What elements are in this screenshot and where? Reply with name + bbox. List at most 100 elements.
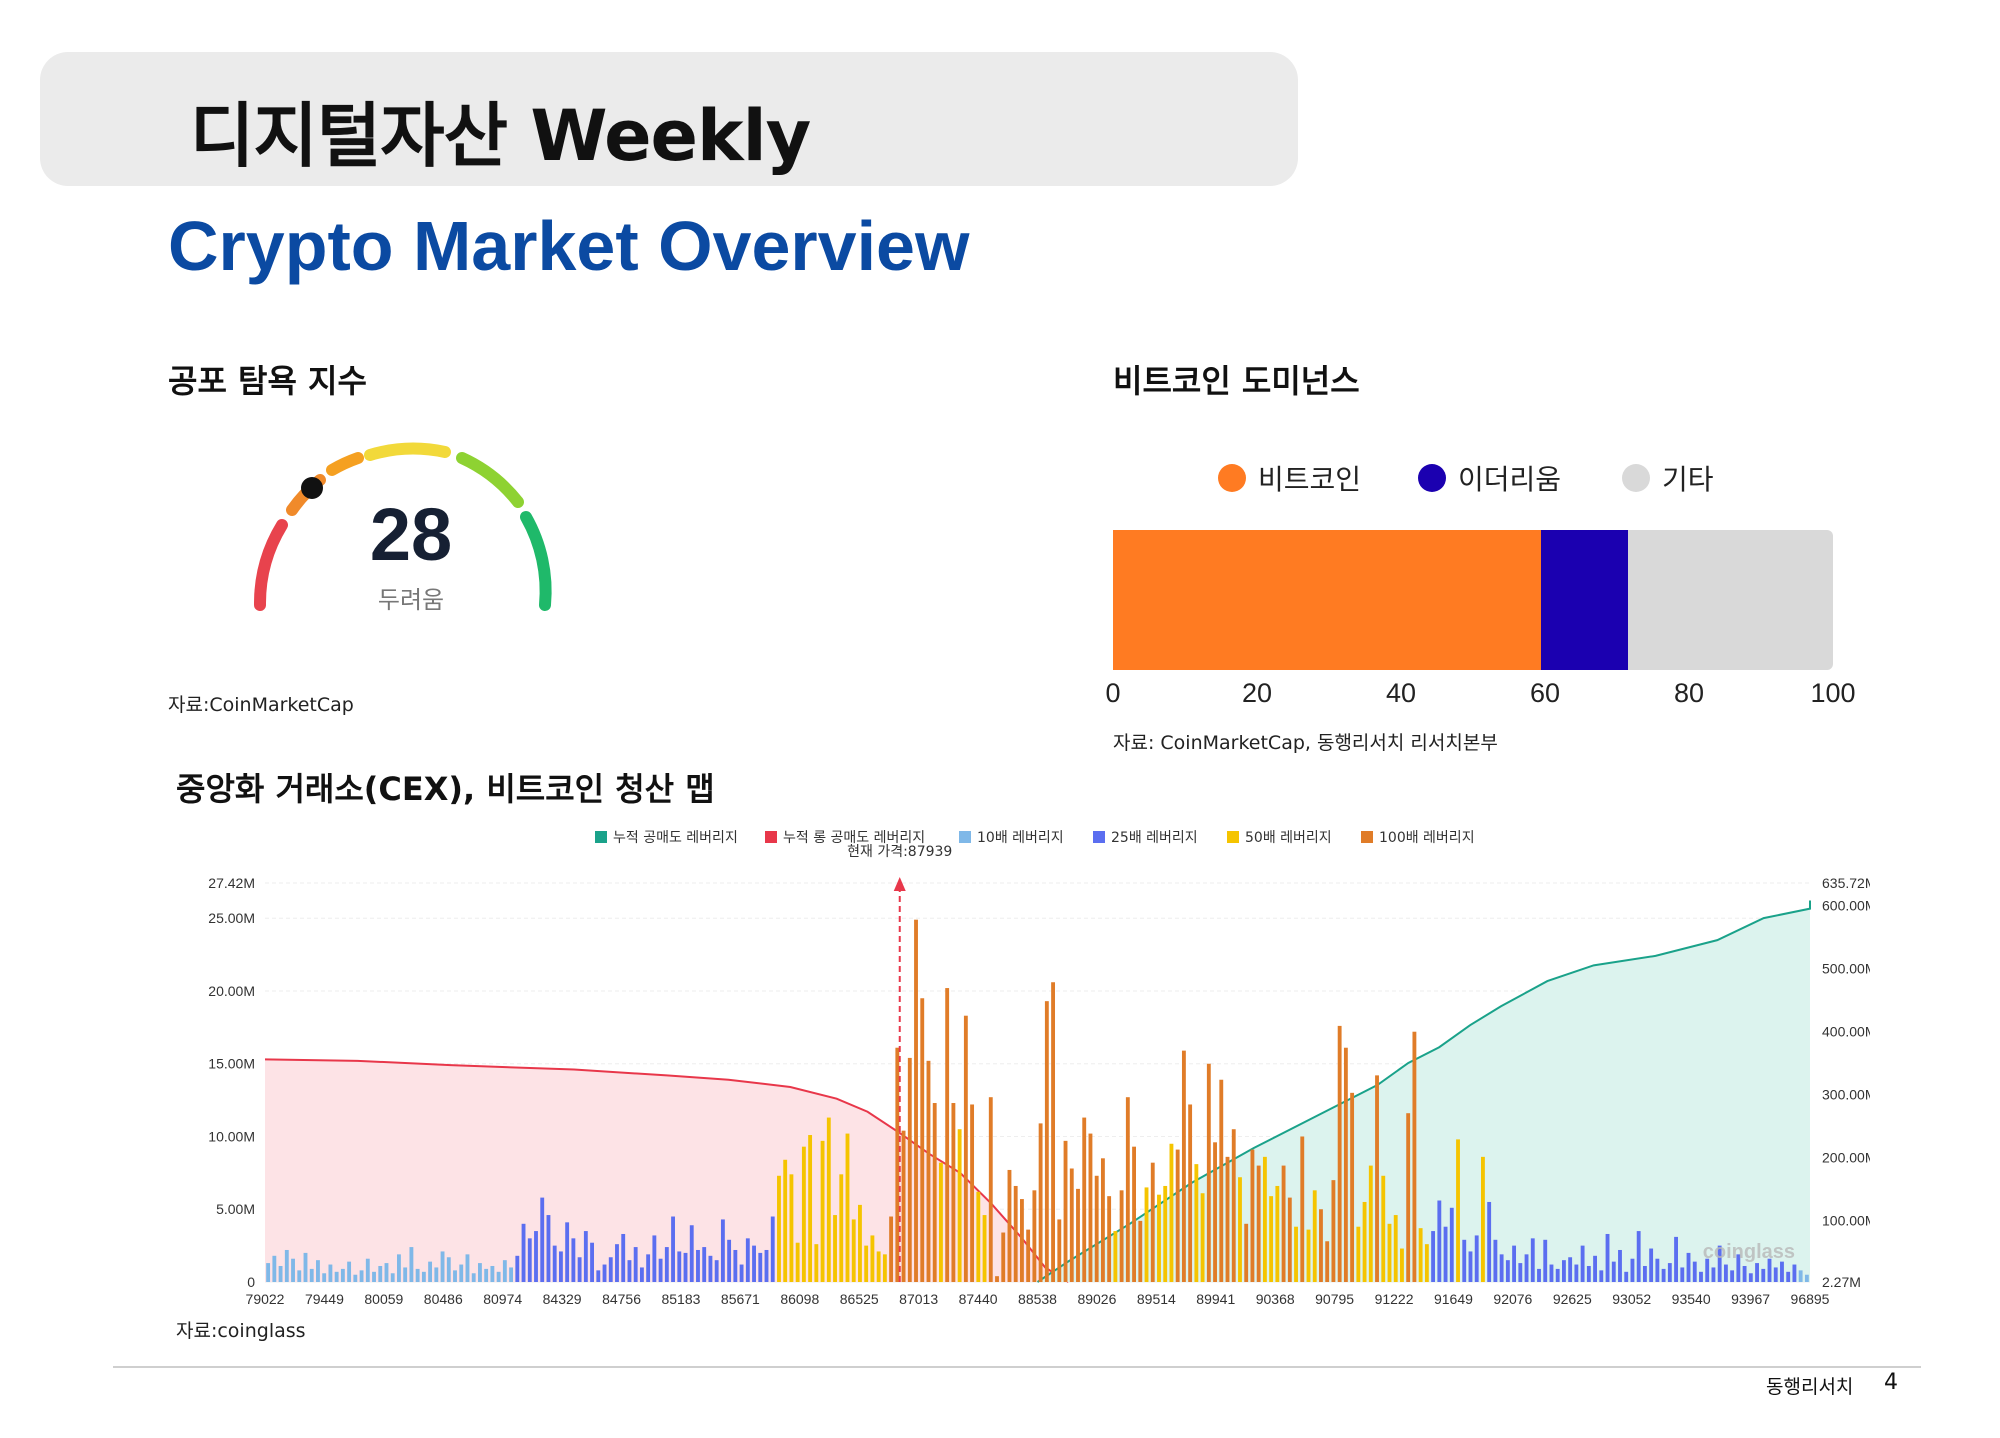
liquidation-bar [1518,1263,1523,1282]
liquidation-bar [1362,1201,1367,1282]
y-right-tick: 635.72M [1822,875,1870,891]
liquidation-bar [1312,1190,1317,1282]
liquidation-bar [1019,1199,1024,1282]
x-tick: 86098 [780,1291,819,1307]
liquidation-bar [340,1268,345,1282]
liquidation-bar [1343,1047,1348,1282]
liquidation-bar [1418,1228,1423,1282]
liquidation-bar [689,1225,694,1282]
gauge-seg-neutral [364,442,451,461]
liquidation-bar [266,1263,271,1282]
y-left-tick: 5.00M [216,1201,255,1217]
legend-swatch [959,831,971,843]
x-tick: 91649 [1434,1291,1473,1307]
liquidation-bar [1543,1239,1548,1282]
liquidation-bar [1505,1260,1510,1282]
legend-label: 100배 레버리지 [1379,830,1475,846]
liquidation-bar [1437,1200,1442,1282]
liquidation-bar [527,1238,532,1282]
liquidation-bar [552,1245,557,1282]
liquidation-bar [671,1216,675,1282]
liquidation-bar [882,1254,887,1282]
current-price-arrow [893,877,906,891]
liquidation-bar [297,1270,302,1282]
x-tick: 89941 [1196,1291,1235,1307]
liquidation-bar [1580,1245,1585,1282]
liquidation-bar [1007,1169,1012,1282]
liquidation-bar [851,1219,856,1282]
x-tick: 84329 [543,1291,582,1307]
gauge-seg-extreme-greed [520,511,552,611]
liquidation-bar [1537,1268,1541,1282]
liquidation-bar [1225,1156,1230,1282]
long-area [265,1059,1069,1282]
liquidation-bar [1798,1270,1803,1282]
dominance-title: 비트코인 도미넌스 [1113,362,1360,400]
liquidation-bar [1244,1223,1249,1282]
x-tick: 93540 [1672,1291,1711,1307]
liquidation-bar [995,1276,999,1282]
liquidation-bar [1287,1197,1292,1282]
liquidation-bar [1711,1267,1716,1282]
liquidation-bar [733,1249,738,1282]
liquidation-bar [577,1257,582,1282]
liquidation-bar [1674,1236,1678,1282]
legend-dot [1622,464,1650,492]
liquidation-bar [403,1267,408,1282]
liquidation-bar [814,1244,819,1282]
fear-greed-title: 공포 탐욕 지수 [168,362,367,400]
liquidation-bar [359,1270,364,1282]
liquidation-bar [963,1015,968,1282]
liquidation-bar [714,1260,719,1282]
liquidation-bar [677,1251,682,1282]
liquidation-bar [845,1133,850,1282]
liquidation-bar [1412,1031,1417,1282]
y-left-tick: 10.00M [208,1128,255,1144]
fear-greed-source: 자료:CoinMarketCap [168,694,354,716]
liquidation-bar [1568,1257,1573,1282]
fear-greed-value: 28 [369,493,453,576]
liquidation-bar [1605,1233,1610,1282]
liquidation-bar [334,1271,339,1282]
liquidation-bar [1393,1215,1398,1282]
liquidation-bar [502,1260,507,1282]
liquidation-bar [1786,1271,1791,1282]
liquidation-bar [1387,1223,1392,1282]
liquidation-bar [752,1245,756,1282]
liquidation-bar [1599,1270,1604,1282]
liquidation-bar [1213,1142,1217,1282]
gauge-seg-extreme-fear [253,519,288,611]
liquidation-bar [1804,1274,1809,1282]
dominance-legend-other: 기타 [1622,458,1714,498]
liquidation-bar [1561,1260,1566,1282]
liquidation-bar [1792,1264,1797,1282]
liquidation-bar [1767,1258,1772,1282]
liquidation-bar [1723,1264,1728,1282]
footer-divider [113,1366,1921,1368]
liquidation-bar [565,1222,570,1282]
dominance-bar [1113,530,1833,670]
liquidation-bar [1219,1079,1224,1282]
liquidation-bar [1618,1249,1622,1282]
liquidation-bar [976,1191,981,1282]
current-price-label: 현재 가격:87939 [847,844,952,860]
liquidation-bar [658,1258,663,1282]
liquidation-bar [1256,1165,1261,1282]
liquidation-bar [596,1270,601,1282]
fear-greed-label: 두려움 [377,586,445,614]
liquidation-bar [777,1175,781,1282]
x-tick: 86525 [840,1291,879,1307]
x-tick: 96895 [1791,1291,1830,1307]
y-right-tick: 400.00M [1822,1023,1870,1039]
footer-brand: 동행리서치 [1766,1376,1854,1398]
liquidation-bar [608,1257,613,1282]
liquidation-bar [1699,1271,1703,1282]
liquidation-bar [1549,1264,1554,1282]
x-tick: 79022 [246,1291,285,1307]
liquidation-bar [1680,1267,1685,1282]
liquidation-bar [907,1057,912,1282]
liquidation-bar [1331,1180,1336,1282]
liquidation-bar [496,1271,501,1282]
liquidation-bar [801,1146,806,1282]
x-tick: 90368 [1256,1291,1295,1307]
